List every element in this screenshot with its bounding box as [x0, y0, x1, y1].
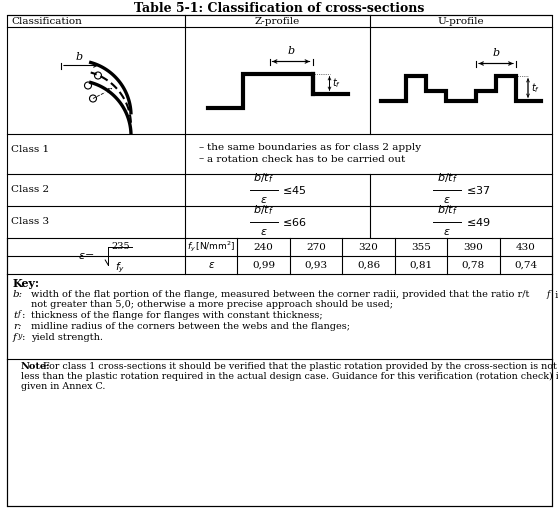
- Text: midline radius of the corners between the webs and the flanges;: midline radius of the corners between th…: [31, 322, 350, 331]
- Text: U-profile: U-profile: [437, 16, 484, 26]
- Text: the same boundaries as for class 2 apply: the same boundaries as for class 2 apply: [207, 143, 421, 153]
- Text: 355: 355: [411, 243, 431, 251]
- Text: Class 2: Class 2: [11, 186, 49, 194]
- Text: 0,86: 0,86: [357, 261, 380, 269]
- Text: $b/t_f$: $b/t_f$: [253, 171, 274, 185]
- Text: Classification: Classification: [11, 16, 82, 26]
- Text: Class 3: Class 3: [11, 217, 49, 227]
- Text: Table 5-1: Classification of cross-sections: Table 5-1: Classification of cross-secti…: [134, 2, 424, 14]
- Text: $\varepsilon$: $\varepsilon$: [443, 195, 451, 205]
- Text: $\varepsilon$: $\varepsilon$: [443, 227, 451, 237]
- Text: For class 1 cross-sections it should be verified that the plastic rotation provi: For class 1 cross-sections it should be …: [43, 362, 557, 371]
- Text: f: f: [547, 290, 550, 299]
- Text: a rotation check has to be carried out: a rotation check has to be carried out: [207, 155, 405, 163]
- Text: $b/t_f$: $b/t_f$: [253, 203, 274, 217]
- Text: yield strength.: yield strength.: [31, 333, 103, 342]
- Text: b: b: [493, 48, 499, 59]
- Text: b: b: [75, 51, 83, 62]
- Text: 0,81: 0,81: [410, 261, 432, 269]
- Text: given in Annex C.: given in Annex C.: [21, 382, 105, 391]
- Text: 270: 270: [306, 243, 326, 251]
- Text: $\varepsilon$: $\varepsilon$: [259, 227, 267, 237]
- Text: 240: 240: [254, 243, 273, 251]
- Text: 0,93: 0,93: [305, 261, 328, 269]
- Text: $\leq\!66$: $\leq\!66$: [281, 216, 308, 228]
- Text: less than the plastic rotation required in the actual design case. Guidance for : less than the plastic rotation required …: [21, 372, 558, 381]
- Text: Note:: Note:: [21, 362, 51, 371]
- Text: 0,74: 0,74: [514, 261, 537, 269]
- Text: $\leq\!45$: $\leq\!45$: [281, 184, 307, 196]
- Text: is: is: [552, 290, 558, 300]
- Text: $f_y$: $f_y$: [115, 261, 125, 276]
- Text: b: b: [287, 46, 295, 57]
- Text: $b/t_f$: $b/t_f$: [436, 203, 458, 217]
- Text: $\varepsilon$: $\varepsilon$: [259, 195, 267, 205]
- Text: f: f: [13, 333, 17, 342]
- Text: $\varepsilon$: $\varepsilon$: [208, 260, 215, 270]
- Text: r:: r:: [13, 322, 22, 331]
- Text: 235: 235: [111, 242, 129, 251]
- Text: $\leq\!37$: $\leq\!37$: [464, 184, 491, 196]
- Text: 0,78: 0,78: [462, 261, 485, 269]
- Text: 390: 390: [464, 243, 483, 251]
- Text: y: y: [17, 332, 22, 340]
- Text: Z-profile: Z-profile: [255, 16, 300, 26]
- Text: :: :: [22, 311, 26, 320]
- Text: $t_f$: $t_f$: [333, 77, 341, 90]
- Text: 320: 320: [359, 243, 378, 251]
- Text: 0,99: 0,99: [252, 261, 275, 269]
- Text: $\leq\!49$: $\leq\!49$: [464, 216, 491, 228]
- Text: r: r: [106, 86, 110, 95]
- Text: $\varepsilon\!=\!$: $\varepsilon\!=\!$: [78, 251, 94, 261]
- Text: f: f: [17, 310, 21, 318]
- Text: –: –: [199, 155, 204, 163]
- Text: 430: 430: [516, 243, 536, 251]
- Text: Class 1: Class 1: [11, 144, 49, 154]
- Text: t: t: [13, 311, 17, 320]
- Text: width of the flat portion of the flange, measured between the corner radii, prov: width of the flat portion of the flange,…: [31, 290, 530, 299]
- Text: b:: b:: [13, 290, 23, 299]
- Text: $f_y\,\mathrm{[N/mm^2]}$: $f_y\,\mathrm{[N/mm^2]}$: [187, 240, 235, 254]
- Text: :: :: [22, 333, 26, 342]
- Text: $t_f$: $t_f$: [531, 81, 540, 95]
- Text: $b/t_f$: $b/t_f$: [436, 171, 458, 185]
- Text: –: –: [199, 143, 204, 153]
- Text: Key:: Key:: [13, 278, 40, 289]
- Text: thickness of the flange for flanges with constant thickness;: thickness of the flange for flanges with…: [31, 311, 323, 320]
- Text: not greater than 5,0; otherwise a more precise approach should be used;: not greater than 5,0; otherwise a more p…: [31, 300, 393, 309]
